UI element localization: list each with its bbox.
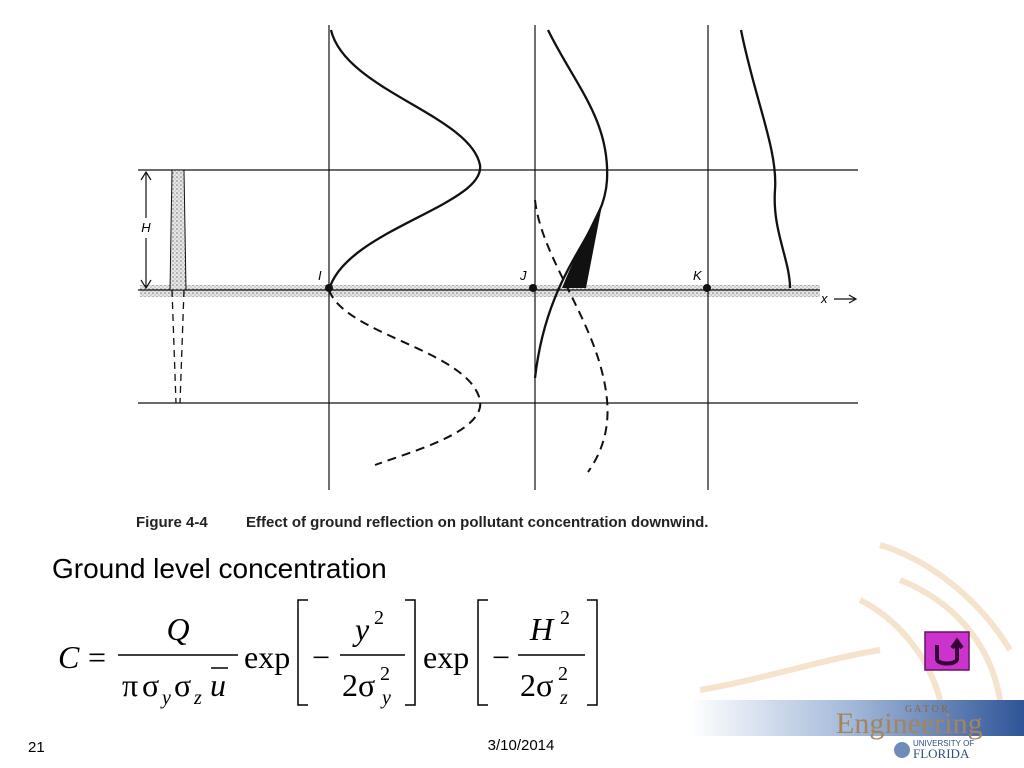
point [325,284,333,292]
slide-number: 21 [28,739,45,756]
eq-subscript: y [380,687,391,709]
eq-symbol: 2σ [342,667,375,703]
logo-seal [894,742,910,758]
point [703,284,711,292]
slide-date: 3/10/2014 [488,737,555,754]
logo-florida: FLORIDA [913,746,970,761]
gator-watermark [699,542,1013,701]
reflection-area [562,200,603,288]
eq-subscript: z [559,687,568,709]
eq-superscript: 2 [380,663,390,685]
height-label: H [141,220,151,235]
eq-symbol: σ [174,667,191,703]
axis-arrow [834,294,858,304]
logo-engineering: Engineering [836,707,983,740]
eq-symbol: u [210,667,226,703]
equation: C = Q π σ y σ z u exp − y 2 2σ 2 y exp −… [58,599,598,709]
stack [169,169,187,291]
logo-gator: G A T O R [905,704,948,715]
eq-symbol: C [58,639,80,675]
eq-symbol: 2σ [520,667,553,703]
point-label: I [318,268,322,283]
caption-text: Effect of ground reflection on pollutant… [246,514,708,531]
axis-label: x [820,291,828,306]
point-label: K [693,268,703,283]
profile-j [533,29,609,379]
eq-subscript: z [193,687,202,709]
bracket [297,599,416,706]
profile-i [327,29,482,291]
eq-superscript: 2 [374,607,384,629]
height-arrow [140,170,152,290]
eq-symbol: Q [166,611,189,647]
eq-symbol: − [312,639,330,675]
eq-symbol: σ [142,667,159,703]
bracket [477,599,598,706]
eq-symbol: y [352,611,370,647]
eq-symbol: − [492,639,510,675]
eq-symbol: H [529,611,555,647]
caption-number: Figure 4-4 [136,514,208,531]
point-label: J [519,268,527,283]
logo: G A T O R Engineering UNIVERSITY OF FLOR… [690,700,1024,761]
logo-bar [690,700,1024,736]
eq-superscript: 2 [558,663,568,685]
image-profile-j [534,199,609,473]
logo-university: UNIVERSITY OF [913,739,974,748]
profile-k [739,29,792,289]
eq-subscript: y [160,687,171,709]
heading: Ground level concentration [52,553,387,584]
eq-symbol: = [88,639,106,675]
image-profile-i [328,289,482,466]
return-button[interactable] [924,631,970,671]
eq-superscript: 2 [560,607,570,629]
eq-function: exp [423,639,469,675]
eq-symbol: π [122,667,138,703]
point [529,284,537,292]
image-stack [171,289,185,404]
figure: H I J K x [138,25,858,490]
ground [140,285,820,297]
eq-function: exp [244,639,290,675]
